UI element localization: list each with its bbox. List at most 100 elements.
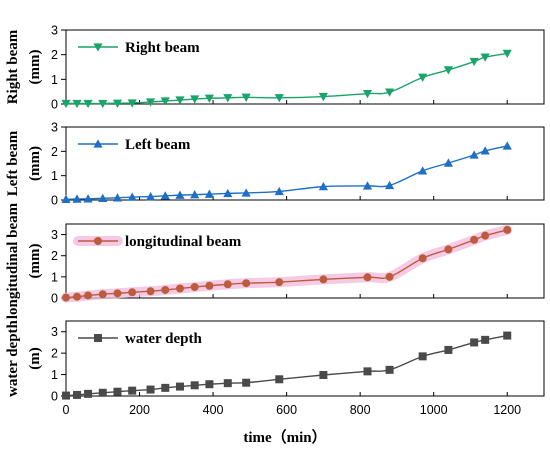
data-point <box>61 99 71 109</box>
data-point <box>160 191 170 200</box>
data-point <box>418 166 428 175</box>
data-point <box>72 194 82 203</box>
series-line <box>65 229 508 299</box>
data-point <box>205 380 214 389</box>
data-point <box>62 391 70 400</box>
data-point <box>98 99 108 109</box>
y-tick-label: 0 <box>51 292 58 306</box>
x-tick-label: 0 <box>63 403 70 417</box>
data-point <box>503 331 512 340</box>
y-axis-label: water depth <box>5 319 21 396</box>
y-tick-label: 0 <box>51 194 58 208</box>
y-tick-label: 1 <box>51 169 58 183</box>
y-axis-unit: (mm) <box>27 50 43 85</box>
data-point <box>112 99 123 108</box>
data-point <box>223 188 233 198</box>
data-point <box>128 386 137 395</box>
data-point <box>175 284 184 293</box>
x-tick-label: 1200 <box>493 403 521 417</box>
legend-marker <box>93 43 103 52</box>
data-point <box>275 278 284 287</box>
data-point <box>190 283 199 292</box>
data-point <box>418 73 428 82</box>
data-point <box>384 88 395 97</box>
y-axis-unit: (m) <box>27 347 43 370</box>
data-point <box>160 97 170 106</box>
y-axis-label: longitudinal beam <box>5 202 21 319</box>
series-line <box>65 334 508 397</box>
data-point <box>480 53 490 62</box>
data-point <box>443 158 453 167</box>
y-axis-label: Right beam <box>5 29 21 104</box>
legend-label: Right beam <box>125 40 200 56</box>
data-point <box>190 381 199 390</box>
data-point <box>98 290 107 299</box>
data-point <box>363 367 372 376</box>
y-tick-label: 3 <box>51 121 58 135</box>
data-point <box>98 193 108 202</box>
y-tick-label: 0 <box>51 98 58 112</box>
x-axis-label: time（min） <box>243 428 326 446</box>
data-point <box>418 352 427 361</box>
data-point <box>83 99 93 109</box>
y-tick-label: 3 <box>51 228 58 242</box>
data-point <box>205 281 214 290</box>
legend-label: longitudinal beam <box>125 234 242 250</box>
x-tick-label: 200 <box>129 403 150 417</box>
data-point <box>384 180 395 190</box>
data-point <box>319 371 328 379</box>
data-point <box>223 94 233 103</box>
x-tick-label: 400 <box>203 403 224 417</box>
data-point <box>362 89 373 99</box>
y-tick-label: 1 <box>51 73 58 87</box>
data-point <box>61 194 71 203</box>
data-point <box>62 293 70 302</box>
data-point <box>443 66 453 75</box>
data-point <box>241 93 251 102</box>
plot-frame <box>65 223 545 299</box>
chart-panel-4: 0 1 2 3 water depth (m) water depth <box>5 319 545 404</box>
data-point <box>363 273 372 282</box>
series-line <box>65 145 508 200</box>
y-tick-label: 2 <box>51 145 58 159</box>
y-tick-label: 3 <box>51 325 58 339</box>
data-point <box>444 345 453 354</box>
data-point <box>127 99 137 108</box>
data-point <box>469 57 479 67</box>
data-point <box>481 335 490 344</box>
x-tick-label: 600 <box>276 403 297 417</box>
data-point <box>84 389 93 398</box>
data-point <box>444 245 453 254</box>
data-point <box>502 49 512 59</box>
data-point <box>470 338 479 347</box>
y-tick-label: 2 <box>51 249 58 263</box>
data-point <box>146 287 155 296</box>
data-point <box>242 279 251 288</box>
data-point <box>362 181 373 190</box>
data-point <box>418 254 427 263</box>
data-point <box>161 285 170 294</box>
data-point <box>145 98 156 107</box>
y-axis-unit: (mm) <box>27 146 43 181</box>
data-point <box>175 190 185 199</box>
series-line <box>66 52 508 105</box>
data-point <box>275 375 284 384</box>
data-point <box>190 95 200 104</box>
data-point <box>72 99 82 109</box>
chart-panel-2: 0 1 2 3 Left beam (mm) Left beam <box>5 121 545 208</box>
legend-marker <box>93 139 103 148</box>
data-point <box>127 192 137 201</box>
data-point <box>242 378 251 387</box>
data-point <box>113 289 122 298</box>
chart-panel-3: 0 1 2 3 longitudinal beam (mm) longitudinal be… <box>5 202 545 319</box>
data-point <box>502 141 512 150</box>
data-point <box>319 275 328 284</box>
x-tick-label: 800 <box>350 403 371 417</box>
data-point <box>223 379 232 388</box>
data-point <box>98 388 107 397</box>
y-axis-label: Left beam <box>5 130 21 196</box>
data-point <box>161 383 170 392</box>
data-point <box>145 191 156 201</box>
data-point <box>480 146 490 155</box>
